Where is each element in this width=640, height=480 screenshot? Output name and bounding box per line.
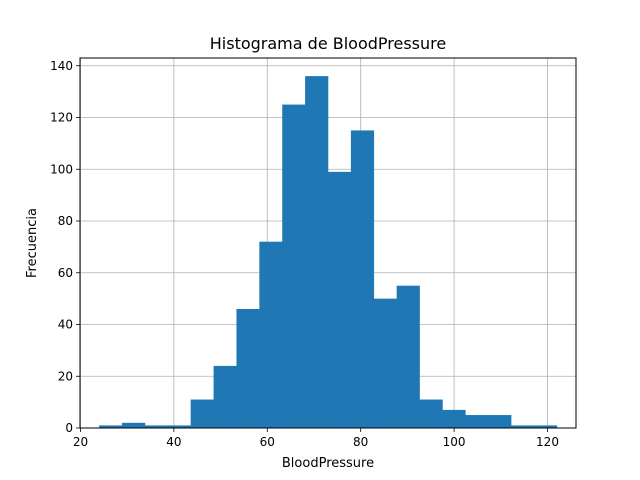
y-tick-label: 20 <box>58 369 73 383</box>
y-axis-ticks: 0 20 40 60 80 100 120 140 <box>50 59 80 435</box>
x-axis-label: BloodPressure <box>282 456 374 471</box>
histogram-bar <box>533 425 558 428</box>
histogram-bar <box>373 298 397 428</box>
histogram-bar <box>419 399 443 428</box>
x-tick-label: 80 <box>353 435 368 449</box>
histogram-bar <box>442 409 466 428</box>
histogram-bar <box>190 399 214 428</box>
y-tick-label: 80 <box>58 214 73 228</box>
histogram-bar <box>213 365 237 428</box>
y-tick-label: 140 <box>50 59 73 73</box>
histogram-bar <box>511 425 535 428</box>
x-tick-label: 100 <box>443 435 466 449</box>
histogram-bar <box>396 285 420 428</box>
histogram-bar <box>465 415 489 428</box>
y-axis-label: Frecuencia <box>25 208 40 278</box>
y-tick-label: 0 <box>65 421 73 435</box>
histogram-bar <box>99 425 123 428</box>
y-tick-label: 40 <box>58 318 73 332</box>
histogram-bar <box>488 415 512 428</box>
histogram-bar <box>236 308 260 428</box>
x-tick-label: 60 <box>260 435 275 449</box>
x-tick-label: 40 <box>166 435 181 449</box>
histogram-bar <box>259 241 283 428</box>
x-tick-label: 120 <box>536 435 559 449</box>
y-tick-label: 60 <box>58 266 73 280</box>
y-tick-label: 120 <box>50 111 73 125</box>
histogram-bar <box>328 171 352 428</box>
histogram-bar <box>144 425 169 428</box>
histogram-bars <box>99 76 558 429</box>
histogram-bar <box>167 425 191 428</box>
y-tick-label: 100 <box>50 162 73 176</box>
histogram-bar <box>350 130 375 428</box>
chart-title: Histograma de BloodPressure <box>210 34 446 53</box>
x-axis-ticks: 20 40 60 80 100 120 <box>73 428 559 449</box>
plot-frame <box>79 57 577 429</box>
histogram-bar <box>282 104 306 428</box>
histogram-bar <box>122 422 146 428</box>
histogram-bar <box>305 76 329 429</box>
x-tick-label: 20 <box>73 435 88 449</box>
